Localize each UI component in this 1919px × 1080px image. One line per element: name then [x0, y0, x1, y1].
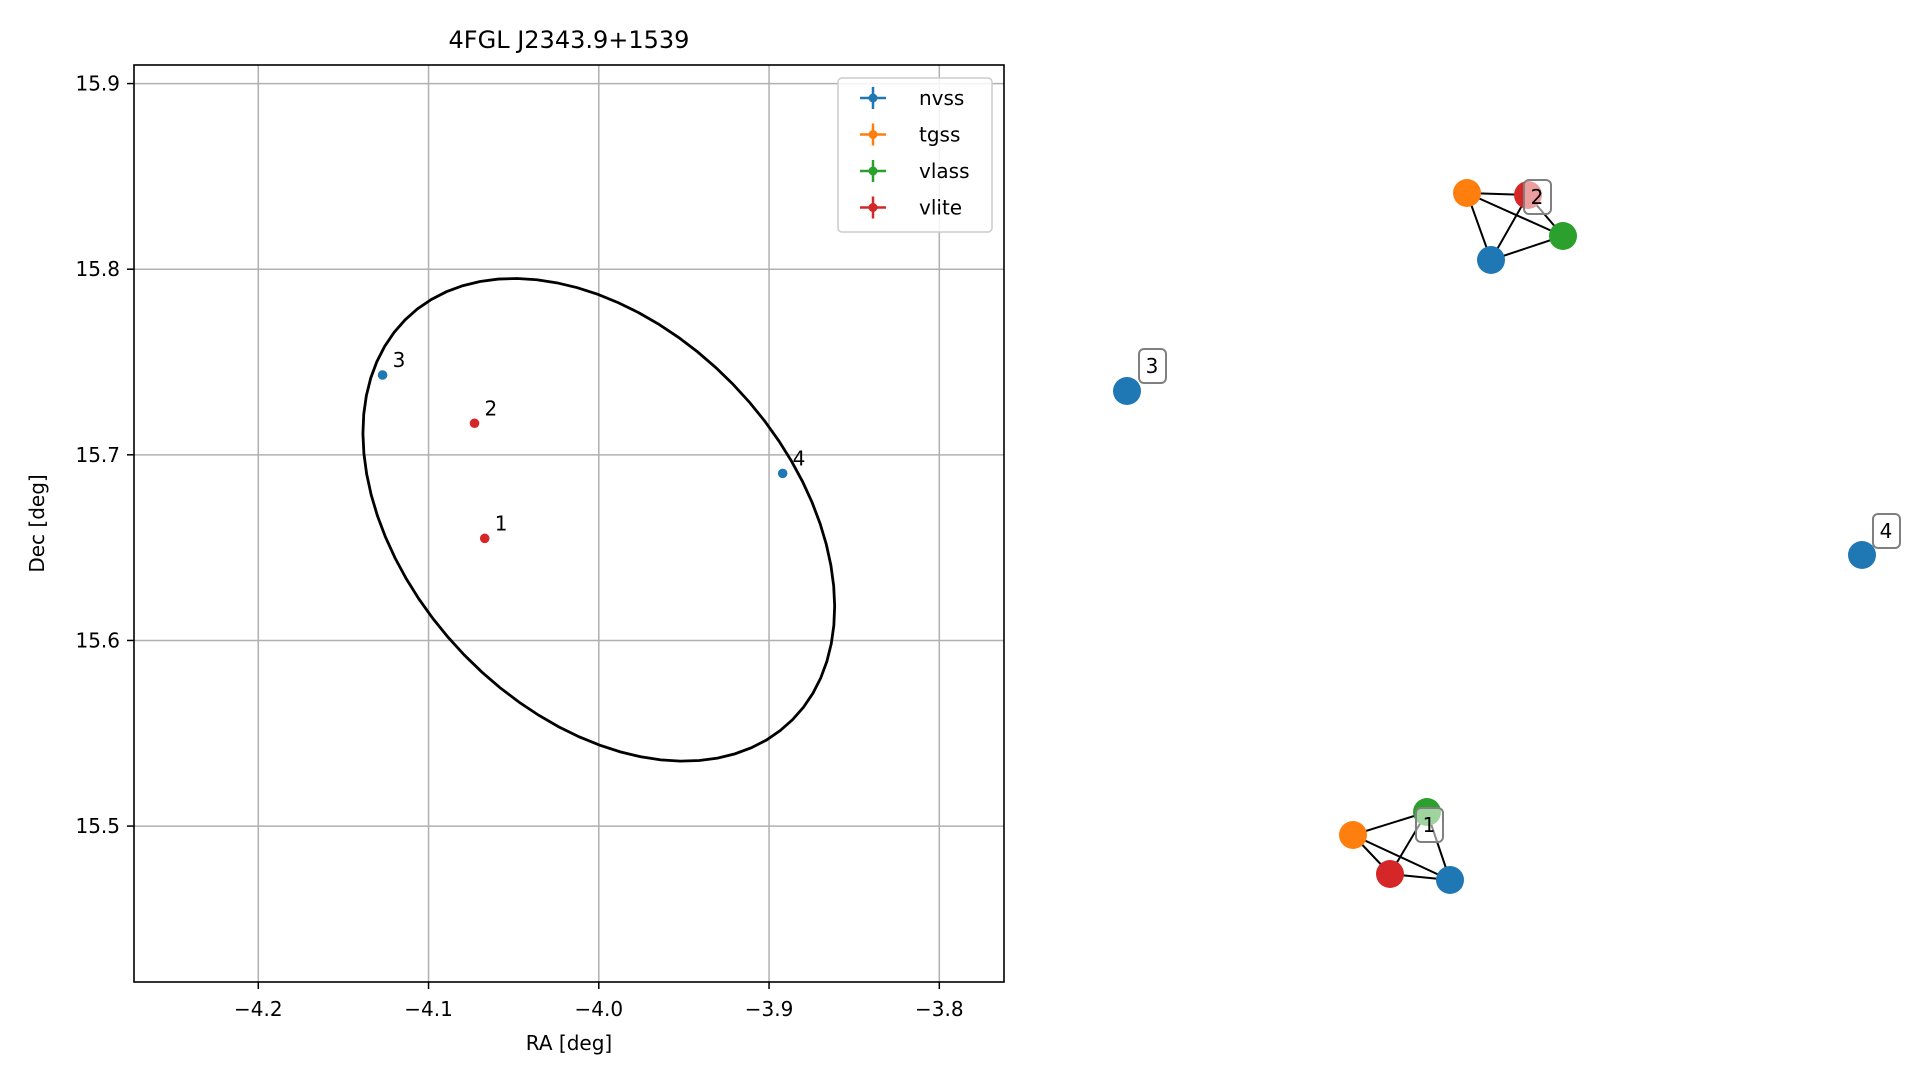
- graph-node: [1477, 246, 1505, 274]
- y-tick-label: 15.8: [75, 257, 120, 281]
- legend-marker-dot: [868, 93, 878, 103]
- graph-node: [1848, 541, 1876, 569]
- legend-label: vlass: [919, 159, 970, 183]
- legend-label: tgss: [919, 123, 960, 147]
- legend-label: vlite: [919, 196, 962, 220]
- legend-item-vlass: vlass: [860, 159, 970, 183]
- graph-node: [1549, 222, 1577, 250]
- node-label-box: [1138, 348, 1167, 384]
- legend-item-vlite: vlite: [860, 196, 962, 220]
- y-axis-label: Dec [deg]: [25, 474, 49, 572]
- node-label: 4: [1880, 519, 1893, 543]
- y-tick-label: 15.6: [75, 628, 120, 652]
- node-group-2: 2: [1453, 179, 1577, 274]
- x-tick-label: −4.0: [575, 997, 624, 1021]
- data-point-nvss: [377, 370, 388, 380]
- point-label: 2: [485, 396, 498, 420]
- graph-edge: [1466, 192, 1564, 237]
- data-point-vlite: [479, 533, 490, 544]
- point-label: 3: [393, 348, 406, 372]
- node-label-box: [1872, 513, 1901, 549]
- error-ellipse: [361, 277, 837, 763]
- legend-box: [837, 77, 993, 233]
- legend-label: nvss: [919, 86, 964, 110]
- node-label: 1: [1423, 813, 1436, 837]
- x-tick-label: −3.9: [745, 997, 794, 1021]
- node-group-4: 4: [1848, 513, 1901, 569]
- x-axis-label: RA [deg]: [526, 1031, 612, 1055]
- graph-node: [1113, 377, 1141, 405]
- x-tick-label: −3.8: [915, 997, 964, 1021]
- legend-item-tgss: tgss: [860, 123, 960, 147]
- legend-marker-dot: [868, 130, 878, 139]
- graph-node: [1453, 179, 1481, 207]
- y-tick-label: 15.5: [75, 814, 120, 838]
- graph-node: [1339, 821, 1367, 849]
- graph-edge: [1352, 834, 1451, 881]
- x-tick-label: −4.2: [234, 997, 283, 1021]
- node-group-3: 3: [1113, 348, 1167, 405]
- node-label-box: [1523, 179, 1552, 215]
- point-label: 4: [793, 446, 806, 470]
- point-label: 1: [495, 511, 508, 535]
- legend-item-nvss: nvss: [860, 86, 964, 110]
- legend: nvss tgss vlass vlite: [837, 77, 993, 233]
- legend-marker-dot: [868, 203, 878, 212]
- node-label: 3: [1146, 354, 1159, 378]
- graph-node: [1376, 860, 1404, 888]
- x-tick-label: −4.1: [404, 997, 453, 1021]
- data-point-nvss: [777, 468, 788, 479]
- y-tick-label: 15.7: [75, 443, 120, 467]
- node-label-box: [1415, 807, 1444, 843]
- node-label: 2: [1531, 185, 1544, 209]
- scatter-chart: 3 4 2 1 −4.2 −4.1 −4.0 −3.9 −3.8 15.5 15.6 15.7 15.8…: [25, 26, 1005, 1055]
- legend-marker-dot: [868, 166, 878, 176]
- plot-frame: [133, 64, 1005, 983]
- chart-title: 4FGL J2343.9+1539: [449, 26, 690, 54]
- y-tick-label: 15.9: [75, 72, 120, 96]
- data-point-vlite: [469, 418, 480, 429]
- graph-node: [1436, 866, 1464, 894]
- node-group-1: 1: [1339, 798, 1464, 894]
- network-graph: 1 2 3 4: [1113, 179, 1901, 894]
